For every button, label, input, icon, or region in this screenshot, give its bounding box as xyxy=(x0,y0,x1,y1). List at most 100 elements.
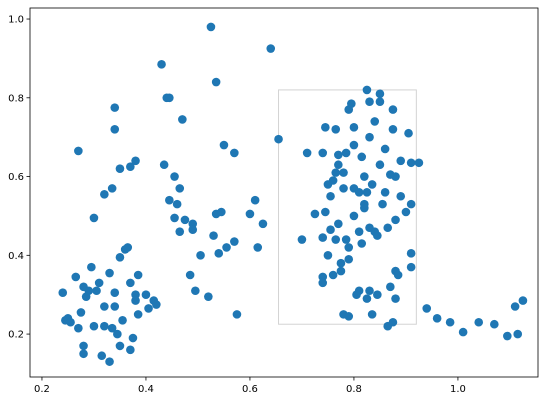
point xyxy=(362,188,372,197)
point xyxy=(178,115,187,124)
point xyxy=(349,211,359,221)
point xyxy=(334,150,343,160)
point xyxy=(370,117,380,126)
point xyxy=(341,148,351,158)
point xyxy=(344,243,354,252)
point xyxy=(474,317,484,327)
point xyxy=(110,103,120,112)
point xyxy=(321,123,330,132)
point xyxy=(302,148,312,158)
point xyxy=(180,215,190,225)
point xyxy=(126,162,135,172)
point xyxy=(503,331,512,341)
point xyxy=(222,243,231,252)
point xyxy=(230,237,239,246)
point xyxy=(97,351,107,361)
point xyxy=(126,278,135,288)
point xyxy=(357,239,367,248)
point xyxy=(115,341,125,351)
point xyxy=(107,184,117,193)
point xyxy=(341,235,351,244)
y-tick-label: 0.2 xyxy=(8,330,24,341)
point xyxy=(318,272,328,282)
point xyxy=(414,158,424,168)
point xyxy=(391,215,400,225)
point xyxy=(297,235,307,244)
point xyxy=(84,286,94,296)
point xyxy=(170,213,179,223)
point xyxy=(365,132,374,142)
x-tick-label: 1.0 xyxy=(450,384,466,395)
point xyxy=(66,317,75,327)
point xyxy=(386,282,395,292)
point xyxy=(58,288,68,298)
point xyxy=(141,290,151,299)
point xyxy=(344,312,354,321)
point xyxy=(375,160,385,170)
point xyxy=(362,294,372,303)
point xyxy=(131,156,140,166)
point xyxy=(404,128,413,138)
point xyxy=(131,296,140,305)
point xyxy=(185,270,195,280)
point xyxy=(219,140,229,150)
point xyxy=(432,314,442,323)
selection-box xyxy=(278,89,417,325)
point xyxy=(74,323,83,333)
point xyxy=(347,99,356,108)
point xyxy=(157,60,166,69)
point xyxy=(318,148,328,158)
point xyxy=(89,213,99,223)
y-tick-label: 0.8 xyxy=(8,93,24,104)
y-tick-label: 0.6 xyxy=(8,172,24,183)
point xyxy=(354,227,364,236)
point xyxy=(165,93,174,103)
point xyxy=(357,152,367,162)
point xyxy=(217,207,226,217)
point xyxy=(188,225,198,235)
point xyxy=(87,262,96,272)
point xyxy=(209,231,218,240)
point xyxy=(328,176,338,185)
point xyxy=(196,251,205,260)
point xyxy=(71,272,81,282)
point xyxy=(383,223,393,233)
point xyxy=(373,231,382,240)
point xyxy=(128,333,138,343)
point xyxy=(89,321,99,331)
point xyxy=(406,158,416,168)
point xyxy=(115,164,125,173)
point xyxy=(159,160,169,170)
point xyxy=(360,172,369,181)
point xyxy=(458,327,468,337)
point xyxy=(328,270,338,280)
point xyxy=(211,77,221,87)
point xyxy=(388,105,398,114)
point xyxy=(375,89,385,99)
point xyxy=(326,225,335,235)
x-tick-label: 0.4 xyxy=(138,384,154,395)
point xyxy=(373,290,382,299)
point xyxy=(406,249,416,258)
point xyxy=(323,251,333,260)
point xyxy=(76,308,86,317)
point xyxy=(214,249,224,258)
point xyxy=(422,304,432,313)
point xyxy=(354,286,364,296)
point xyxy=(165,195,174,205)
point xyxy=(391,172,400,181)
point xyxy=(378,199,387,209)
point xyxy=(349,123,359,132)
point xyxy=(100,321,109,331)
point xyxy=(266,44,276,53)
point xyxy=(510,302,520,311)
point xyxy=(113,329,122,339)
point xyxy=(107,323,117,333)
point xyxy=(406,262,416,272)
point xyxy=(175,184,185,193)
point xyxy=(310,209,320,219)
point xyxy=(118,315,127,325)
point xyxy=(133,310,143,319)
point xyxy=(100,189,109,199)
point xyxy=(245,209,255,219)
